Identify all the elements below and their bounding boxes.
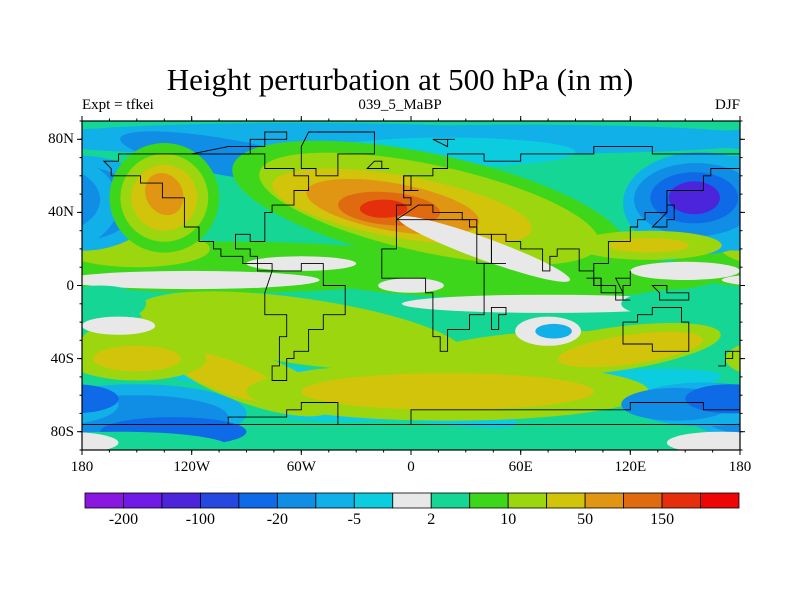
contour-band <box>359 199 408 218</box>
coastline <box>102 153 310 272</box>
colorbar-swatch <box>507 492 548 509</box>
coastline <box>366 160 390 169</box>
coastline <box>300 131 375 177</box>
colorbar-swatch <box>84 492 124 509</box>
coastline <box>490 306 507 330</box>
coastline <box>191 131 288 155</box>
contour-band <box>685 384 740 414</box>
colorbar-swatch <box>238 492 278 509</box>
contour-band <box>621 289 740 319</box>
contour-band <box>145 173 184 216</box>
colorbar <box>84 492 740 509</box>
contour-band <box>301 373 594 410</box>
coastline <box>403 175 419 191</box>
contour-band <box>82 270 320 290</box>
contour-band <box>630 261 740 280</box>
contour-band <box>82 431 229 450</box>
contour-band <box>82 296 92 312</box>
colorbar-tick-label: 10 <box>500 511 517 528</box>
coastline <box>586 277 631 301</box>
x-tick-label: 180 <box>70 459 94 475</box>
x-tick-label: 120W <box>173 459 211 475</box>
contour-band <box>721 275 740 285</box>
coastline <box>718 350 740 367</box>
colorbar-swatch <box>123 492 163 509</box>
colorbar-swatch <box>161 492 201 509</box>
colorbar-swatch <box>700 492 740 509</box>
contour-band <box>92 345 181 372</box>
colorbar-tick-label: 2 <box>427 511 436 528</box>
contour-band <box>82 432 119 450</box>
plot-title: Height perturbation at 500 hPa (in m) <box>166 62 634 97</box>
y-tick-label: 40N <box>48 204 74 221</box>
colorbar-swatch <box>546 492 586 509</box>
contour-band <box>401 294 695 313</box>
season-label: DJF <box>714 97 740 113</box>
colorbar-swatch <box>315 492 355 509</box>
x-tick-label: 0 <box>407 459 415 475</box>
y-tick-label: 80S <box>50 423 74 440</box>
colorbar-tick-label: 50 <box>577 511 594 528</box>
contour-band <box>668 181 720 215</box>
x-tick-label: 60E <box>508 459 533 475</box>
colorbar-tick-label: -5 <box>347 511 361 528</box>
colorbar-tick-label: -200 <box>108 511 139 528</box>
coastline <box>651 285 690 301</box>
colorbar-swatch <box>584 492 624 509</box>
x-tick-label: 180 <box>728 459 752 475</box>
colorbar-tick-label: -20 <box>266 511 289 528</box>
coastline <box>82 402 740 425</box>
contour-band <box>82 285 146 323</box>
y-tick-label: 0 <box>66 277 75 294</box>
coastline <box>381 219 506 352</box>
axis-ticks <box>77 116 745 455</box>
contour-band <box>535 323 572 339</box>
coastline <box>395 146 740 286</box>
x-tick-label: 120E <box>614 459 647 475</box>
colorbar-swatch <box>430 492 471 509</box>
colorbar-swatch <box>392 492 432 509</box>
contour-band <box>378 278 444 293</box>
colorbar-swatch <box>200 492 240 509</box>
coastline <box>651 204 675 228</box>
contour-field <box>82 121 740 450</box>
coastline <box>614 270 631 294</box>
contour-band <box>82 173 101 226</box>
colorbar-swatch <box>469 492 509 509</box>
coastline <box>622 306 690 352</box>
contour-band <box>82 316 156 335</box>
y-tick-label: 40S <box>50 350 74 367</box>
colorbar-tick-label: 150 <box>650 511 675 528</box>
colorbar-swatch <box>661 492 701 509</box>
contour-band <box>398 215 571 282</box>
colorbar-tick-label: -100 <box>185 511 216 528</box>
x-tick-label: 60W <box>286 459 316 475</box>
y-tick-label: 80N <box>48 131 74 148</box>
colorbar-swatch <box>353 492 394 509</box>
colorbar-swatch <box>276 492 317 509</box>
contour-band <box>82 131 119 147</box>
colorbar-swatch <box>623 492 663 509</box>
period-label: 039_5_MaBP <box>358 97 442 113</box>
experiment-label: Expt = tfkei <box>82 97 154 113</box>
coastline <box>264 263 346 381</box>
contour-band <box>608 238 689 253</box>
coastline <box>432 138 455 148</box>
contour-band <box>666 431 740 450</box>
contour-band <box>82 384 119 414</box>
contour-band <box>138 291 465 372</box>
contour-band <box>557 331 703 368</box>
coastlines <box>82 131 740 425</box>
